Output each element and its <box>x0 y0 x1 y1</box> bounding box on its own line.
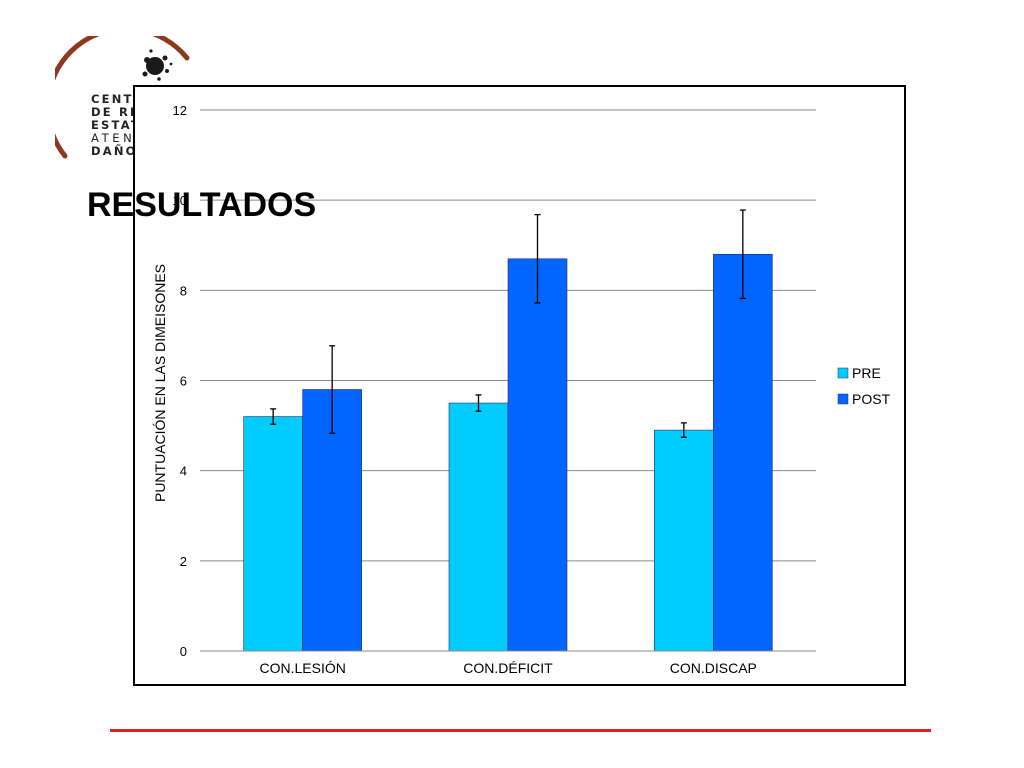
legend-swatch <box>837 393 849 405</box>
slide-title: RESULTADOS <box>87 186 317 224</box>
bar-post <box>713 253 773 652</box>
legend-swatch <box>837 367 849 379</box>
y-tick-label: 8 <box>180 283 187 298</box>
bar-pre <box>654 429 714 652</box>
x-tick-label: CON.DÉFICIT <box>463 660 553 676</box>
logo-splash-icon <box>142 49 173 81</box>
y-tick-label: 0 <box>180 644 187 659</box>
legend-label: PRE <box>852 365 881 381</box>
footer-rule <box>110 729 931 732</box>
y-tick-label: 10 <box>173 193 187 208</box>
legend-label: POST <box>852 391 891 407</box>
y-tick-label: 2 <box>180 554 187 569</box>
bar-pre <box>448 402 509 652</box>
y-tick-label: 6 <box>180 374 187 389</box>
y-tick-label: 4 <box>180 464 187 479</box>
bar-post <box>507 258 568 652</box>
bar-pre <box>243 416 303 652</box>
y-tick-label: 12 <box>173 103 187 118</box>
y-axis-title: PUNTUACIÓN EN LAS DIMEISONES <box>152 264 168 502</box>
x-tick-label: CON.DISCAP <box>670 660 757 676</box>
x-tick-label: CON.LESIÓN <box>259 660 345 676</box>
